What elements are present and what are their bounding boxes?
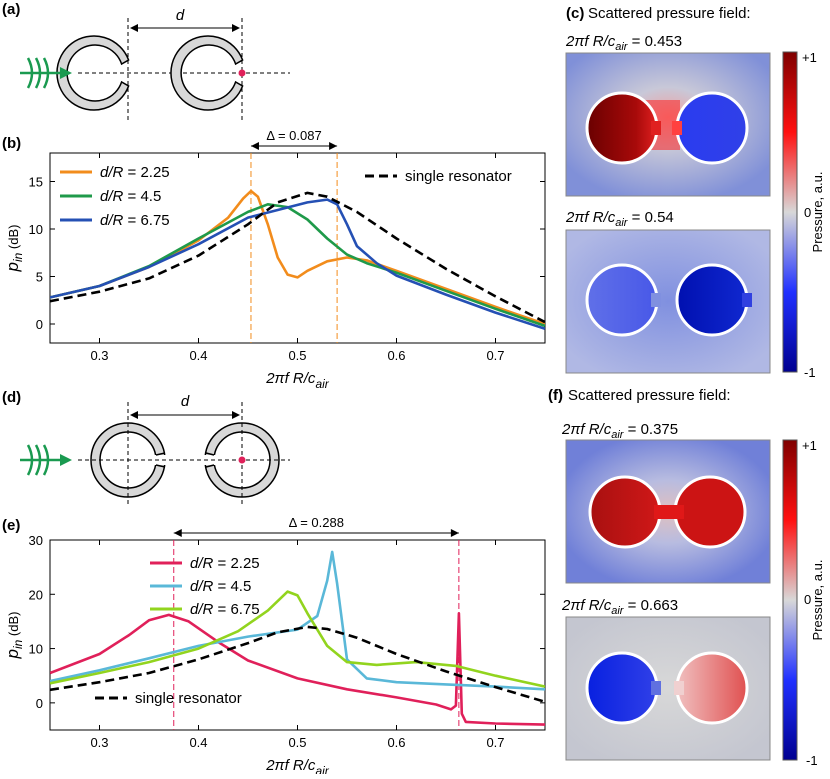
chartE-series-line-2 [50,590,545,688]
chartE-ytick-label: 30 [29,533,43,548]
chartE-legend-label-0: d/R = 2.25 [190,555,260,572]
chartB-delta-arrowhead-right [329,142,338,150]
chartE-series-line-1 [50,550,545,691]
panel-label-a: (a) [2,1,20,18]
chartE-xtick-label: 0.6 [387,735,405,750]
chartB-ytick-label: 15 [29,175,43,190]
field-c-sub2: 2πf R/cair = 0.54 [565,209,674,229]
chartB-delta-label: Δ = 0.087 [266,128,321,143]
colorbar-f-max: +1 [802,438,817,453]
colorbar-c-max: +1 [802,50,817,65]
probe-dot [238,69,246,77]
panel-label-b: (b) [2,135,21,152]
schematic-d: d [20,393,290,506]
chartE-delta-label: Δ = 0.288 [289,515,344,530]
chartB-ytick-label: 5 [36,270,43,285]
chartB-series-line-3 [50,191,545,324]
chartE-xtick-label: 0.7 [486,735,504,750]
incident-wave-icon-d [20,444,72,476]
chartE-xtick-label: 0.3 [90,735,108,750]
chartE-ylabel: pin (dB) [3,612,25,660]
colorbar-f-min: -1 [806,753,818,768]
incident-wave-icon [20,57,72,89]
panel-label-e: (e) [2,517,20,534]
chartB-ylabel: pin (dB) [3,225,25,273]
chartB-xtick-label: 0.5 [288,348,306,363]
chartB-legend-label-1: d/R = 4.5 [100,188,161,205]
chartE-series-line-3 [50,625,545,704]
chartB-xtick-label: 0.7 [486,348,504,363]
chartB-xtick-label: 0.4 [189,348,207,363]
chartB-ytick-label: 0 [36,317,43,332]
chartB-series-line-2 [50,198,545,331]
distance-label: d [176,7,185,24]
chart-b: 0.3 0.4 0.5 0.6 0.7 0 5 10 15 2πf R/cair pin (dB) Δ… [3,128,546,391]
colorbar-c-label: Pressure, a.u. [810,172,825,253]
field-c-title: Scattered pressure field: [588,5,751,22]
field-f-title: Scattered pressure field: [568,387,731,404]
field-c: Scattered pressure field: 2πf R/cair = 0… [565,5,825,380]
field-f: Scattered pressure field: 2πf R/cair = 0… [561,387,825,768]
field-f-sub2: 2πf R/cair = 0.663 [561,597,678,617]
resonator-right [170,35,244,111]
field-f-sub1: 2πf R/cair = 0.375 [561,421,678,441]
chartE-legend-label-3: single resonator [135,690,242,707]
chartB-legend-label-2: d/R = 6.75 [100,212,170,229]
colorbar-f [782,439,798,761]
colorbar-c-mid: 0 [804,205,811,220]
colorbar-f-label: Pressure, a.u. [810,560,825,641]
chart-e: 0.3 0.4 0.5 0.6 0.7 0 10 20 30 2πf R/cair pin (dB)… [3,515,546,778]
panel-label-f: (f) [548,387,563,404]
chartE-ytick-label: 20 [29,587,43,602]
chartB-legend-label-3: single resonator [405,168,512,185]
field-c-sub1: 2πf R/cair = 0.453 [565,33,682,53]
chartE-xlabel: 2πf R/cair [265,757,330,774]
colorbar-f-mid: 0 [804,592,811,607]
chartB-series-line-1 [50,203,545,328]
chartB-xtick-label: 0.6 [387,348,405,363]
schematic-a: d [20,7,290,122]
resonator-left [56,35,130,111]
panel-label-d: (d) [2,389,21,406]
chartE-series-line-0 [50,612,545,726]
probe-dot-d [238,456,246,464]
chartE-delta-arrowhead-left [173,529,182,537]
chartB-delta-arrowhead-left [250,142,259,150]
chartE-xtick-label: 0.5 [288,735,306,750]
chartE-xtick-label: 0.4 [189,735,207,750]
chartE-delta-arrowhead-right [450,529,459,537]
chartB-ytick-label: 10 [29,222,43,237]
chartE-ytick-label: 10 [29,642,43,657]
panel-label-c: (c) [566,5,584,22]
chartB-xtick-label: 0.3 [90,348,108,363]
chartE-legend-label-2: d/R = 6.75 [190,601,260,618]
chartE-legend-label-1: d/R = 4.5 [190,578,251,595]
chartE-plot-frame [49,539,546,731]
chartE-ytick-label: 0 [36,696,43,711]
chartB-legend-label-0: d/R = 2.25 [100,164,170,181]
distance-label-d: d [181,393,190,410]
chartB-xlabel: 2πf R/cair [265,370,330,391]
colorbar-c-min: -1 [804,365,816,380]
colorbar-c [782,51,798,373]
